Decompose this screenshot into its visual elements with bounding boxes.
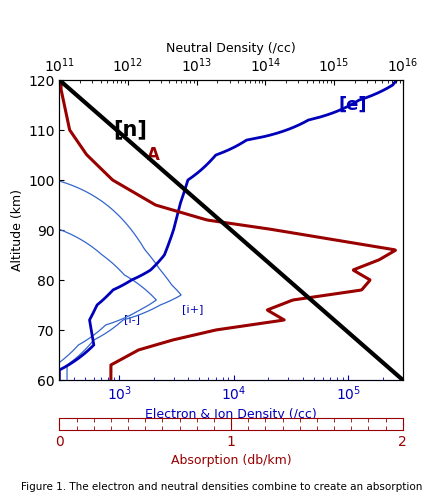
Text: [i-]: [i-] xyxy=(124,314,140,324)
X-axis label: Electron & Ion Density (/cc): Electron & Ion Density (/cc) xyxy=(145,408,317,420)
X-axis label: Absorption (db/km): Absorption (db/km) xyxy=(171,454,291,468)
Text: Figure 1. The electron and neutral densities combine to create an absorption pro: Figure 1. The electron and neutral densi… xyxy=(21,482,424,492)
Y-axis label: Altitude (km): Altitude (km) xyxy=(11,189,24,271)
Text: A: A xyxy=(148,146,160,164)
Text: [n]: [n] xyxy=(113,119,147,139)
Text: [i+]: [i+] xyxy=(181,304,203,314)
Text: [e]: [e] xyxy=(339,96,367,114)
X-axis label: Neutral Density (/cc): Neutral Density (/cc) xyxy=(166,42,296,56)
